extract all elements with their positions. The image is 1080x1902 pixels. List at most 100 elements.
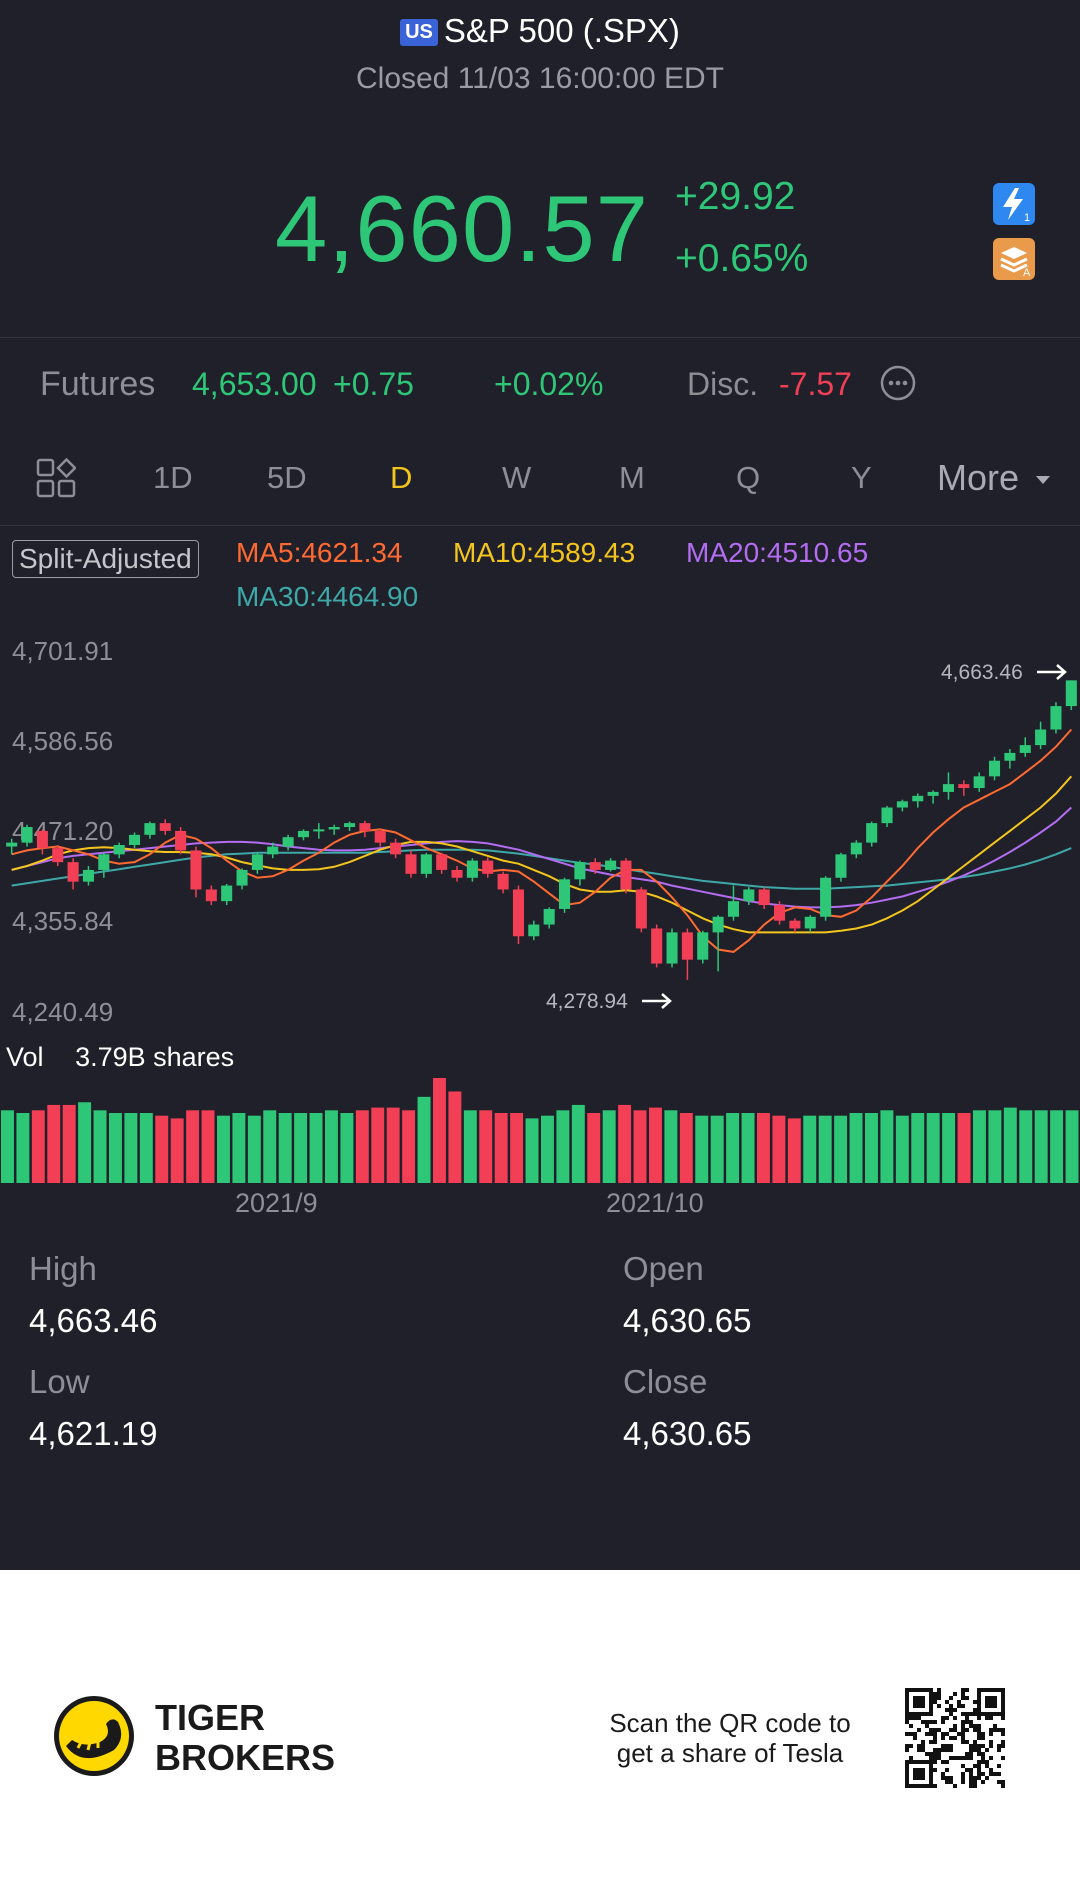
qr-module [989, 1756, 993, 1760]
tab-more[interactable]: More [937, 450, 1051, 505]
qr-module [973, 1784, 977, 1788]
qr-module [965, 1688, 969, 1692]
qr-module [941, 1736, 945, 1740]
qr-module [1001, 1780, 1005, 1784]
qr-module [937, 1752, 941, 1756]
qr-module [929, 1692, 933, 1696]
layout-grid-icon[interactable] [36, 457, 77, 498]
qr-module [933, 1760, 937, 1764]
max-price-value: 4,663.46 [941, 661, 1023, 684]
qr-module [949, 1728, 953, 1732]
open-label: Open [623, 1250, 704, 1287]
y-tick-label: 4,355.84 [12, 906, 114, 936]
candle [313, 829, 325, 832]
qr-module [997, 1688, 1001, 1692]
qr-module [993, 1712, 997, 1716]
qr-module [917, 1744, 921, 1748]
qr-module [993, 1688, 997, 1692]
qr-module [929, 1756, 933, 1760]
low-value: 4,621.19 [29, 1415, 158, 1452]
qr-module [969, 1776, 973, 1780]
tab-d[interactable]: D [390, 460, 413, 495]
volume-bar [757, 1113, 770, 1183]
qr-module [909, 1688, 913, 1692]
qr-module [905, 1696, 909, 1700]
candle [896, 801, 908, 808]
ma5-label: MA5:4621.34 [236, 537, 403, 568]
volume-bar [510, 1113, 524, 1183]
qr-module [989, 1768, 993, 1772]
candle [635, 889, 647, 929]
tab-m[interactable]: M [619, 460, 645, 495]
tab-5d[interactable]: 5D [267, 460, 307, 495]
volume-bar [1050, 1110, 1064, 1183]
candle [1050, 706, 1062, 730]
volume-bar [911, 1113, 925, 1183]
qr-module [973, 1708, 977, 1712]
tab-y[interactable]: Y [851, 460, 872, 495]
candle [958, 784, 970, 789]
candle [774, 905, 786, 921]
qr-module [997, 1772, 1001, 1776]
qr-module [949, 1744, 953, 1748]
qr-module [989, 1740, 993, 1744]
arrow-right-icon [641, 993, 672, 1009]
qr-module [965, 1756, 969, 1760]
qr-module [917, 1716, 921, 1720]
candle [804, 916, 816, 929]
volume-bar [417, 1096, 431, 1183]
price-change-pct: +0.65% [675, 237, 809, 280]
split-adjusted-toggle[interactable]: Split-Adjusted [12, 540, 199, 578]
candle [221, 885, 233, 902]
qr-module [905, 1720, 909, 1724]
qr-module [977, 1708, 981, 1712]
qr-module [933, 1740, 937, 1744]
qr-module [973, 1728, 977, 1732]
qr-module [921, 1768, 925, 1772]
qr-module [1001, 1728, 1005, 1732]
qr-code[interactable] [905, 1688, 1005, 1788]
qr-module [905, 1716, 909, 1720]
volume-bar [942, 1113, 956, 1183]
candle [344, 823, 356, 828]
qr-module [985, 1704, 989, 1708]
qr-module [905, 1688, 909, 1692]
qr-module [1001, 1704, 1005, 1708]
svg-text:A: A [1023, 267, 1031, 279]
qr-module [977, 1692, 981, 1696]
discount-value: -7.57 [779, 366, 852, 402]
qr-module [949, 1748, 953, 1752]
qr-module [977, 1732, 981, 1736]
ma10-label: MA10:4589.43 [453, 537, 636, 568]
tab-q[interactable]: Q [736, 460, 761, 495]
qr-module [913, 1716, 917, 1720]
qr-module [905, 1776, 909, 1780]
qr-module [985, 1688, 989, 1692]
futures-change: +0.75 [333, 366, 414, 402]
candle [589, 862, 601, 870]
layers-app-icon[interactable]: A [993, 238, 1035, 280]
candle [175, 830, 187, 851]
qr-module [905, 1732, 909, 1736]
more-options-icon[interactable] [880, 365, 916, 401]
qr-module [941, 1732, 945, 1736]
lightning-app-icon[interactable]: 1 [993, 183, 1035, 225]
min-price-value: 4,278.94 [546, 990, 628, 1013]
volume-bar [1065, 1110, 1079, 1183]
candle [605, 860, 617, 870]
volume-bar [679, 1113, 693, 1183]
qr-module [937, 1728, 941, 1732]
tab-w[interactable]: W [502, 460, 532, 495]
qr-module [965, 1768, 969, 1772]
qr-caption-line: get a share of Tesla [616, 1738, 844, 1768]
volume-bar [834, 1115, 848, 1183]
volume-chart[interactable] [0, 1075, 1080, 1185]
volume-bar [1034, 1110, 1048, 1183]
qr-module [941, 1744, 945, 1748]
qr-module [977, 1712, 981, 1716]
tab-1d[interactable]: 1D [153, 460, 193, 495]
qr-module [929, 1720, 933, 1724]
qr-module [929, 1700, 933, 1704]
candlestick-chart[interactable] [0, 630, 1080, 1030]
qr-module [913, 1784, 917, 1788]
